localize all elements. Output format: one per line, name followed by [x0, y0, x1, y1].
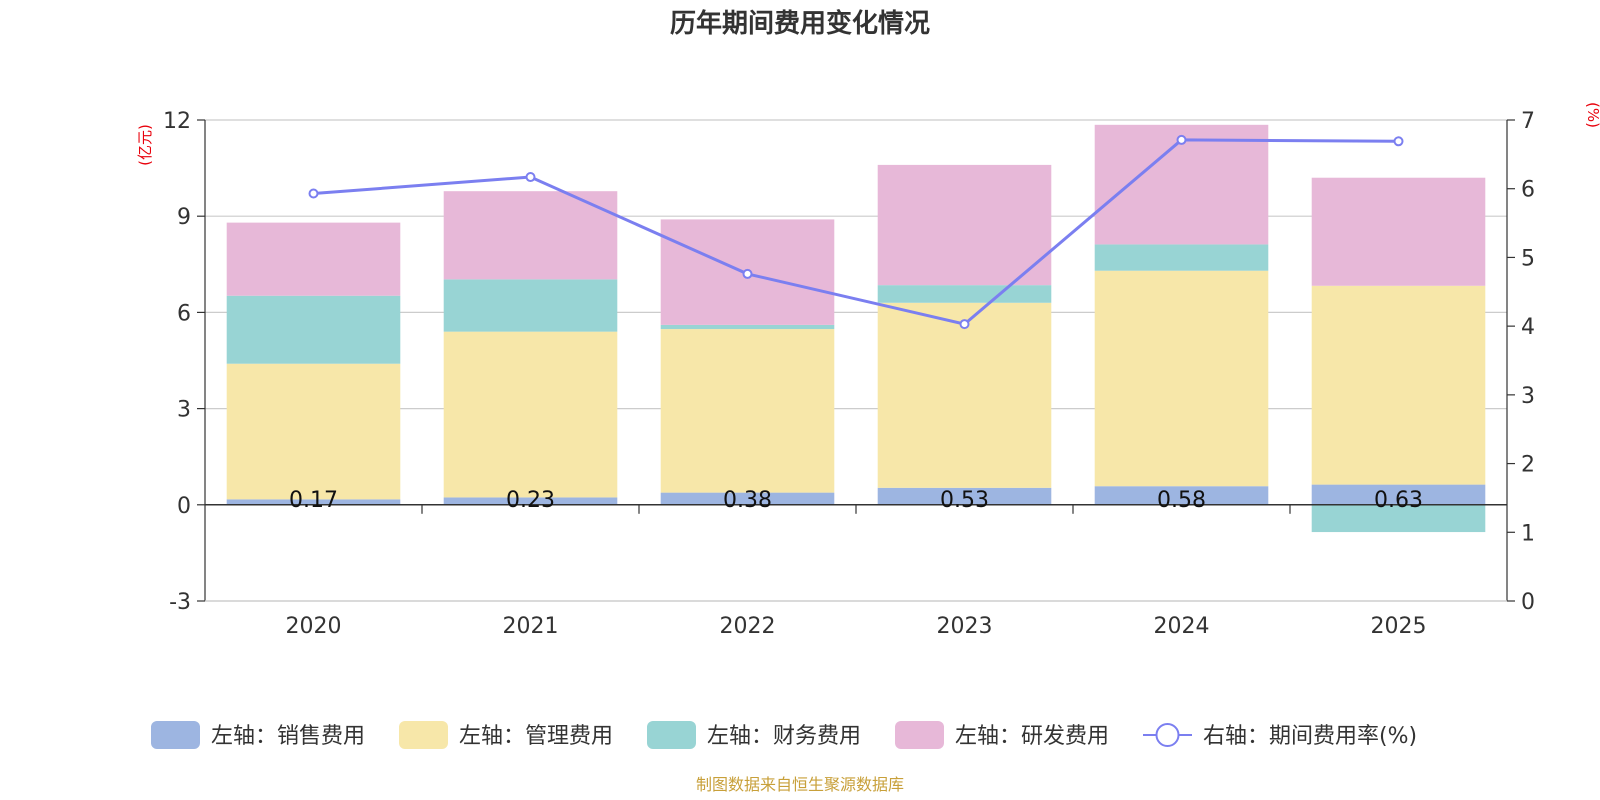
bar-segment: [443, 331, 618, 498]
bar-segment: [660, 324, 835, 330]
bar-segment: [660, 492, 835, 505]
bar-segment: [877, 164, 1052, 286]
right-tick-label: 2: [1521, 453, 1535, 478]
bar-segment: [877, 487, 1052, 505]
category-label: 2025: [1371, 614, 1427, 639]
bar-segment: [443, 279, 618, 332]
bar-segment: [226, 363, 401, 500]
left-tick-label: 12: [163, 109, 191, 134]
category-label: 2020: [286, 614, 342, 639]
rate-point: [308, 188, 319, 199]
legend-label: 左轴：财务费用: [707, 724, 861, 749]
sales-value-label: 0.23: [506, 488, 555, 513]
data-labels: 0.17 0.23 0.38 0.53 0.58 0.63: [289, 488, 1423, 513]
bar-segment: [1311, 484, 1486, 505]
rate-line: [308, 134, 1404, 330]
sales-value-label: 0.38: [723, 488, 772, 513]
bar-segment: [877, 285, 1052, 303]
bar-segment: [1094, 270, 1269, 487]
right-tick-label: 3: [1521, 384, 1535, 409]
right-tick-label: 0: [1521, 590, 1535, 615]
legend: 左轴：销售费用 左轴：管理费用 左轴：财务费用 左轴：研发费用 右轴：期间费用率(%): [151, 721, 1417, 749]
rate-point: [525, 172, 536, 183]
left-tick-label: 0: [177, 494, 191, 519]
sales-value-label: 0.63: [1374, 488, 1423, 513]
legend-swatch: [151, 721, 200, 749]
left-tick-label: 3: [177, 398, 191, 423]
left-tick-label: -3: [169, 590, 191, 615]
legend-label: 左轴：销售费用: [211, 724, 365, 749]
bar-segment: [1094, 486, 1269, 505]
bar-segment: [877, 302, 1052, 488]
right-tick-label: 1: [1521, 521, 1535, 546]
sales-value-label: 0.58: [1157, 488, 1206, 513]
bar-segment: [1094, 244, 1269, 271]
bar-segment: [226, 222, 401, 296]
bar-segment: [226, 499, 401, 505]
right-tick-label: 4: [1521, 315, 1535, 340]
category-label: 2024: [1154, 614, 1210, 639]
rate-line-path: [313, 138, 1399, 326]
bar-segment: [443, 191, 618, 280]
chart-title: 历年期间费用变化情况: [670, 8, 930, 39]
legend-swatch: [895, 721, 944, 749]
rate-point: [959, 319, 970, 330]
right-tick-label: 7: [1521, 109, 1535, 134]
right-tick-label: 5: [1521, 246, 1535, 271]
category-label: 2023: [937, 614, 993, 639]
legend-swatch: [647, 721, 696, 749]
legend-label: 右轴：期间费用率(%): [1203, 724, 1417, 749]
rate-point: [1393, 136, 1404, 147]
rate-point: [1176, 134, 1187, 145]
left-axis-unit: (亿元): [136, 124, 154, 166]
left-tick-label: 9: [177, 205, 191, 230]
bar-segment: [443, 497, 618, 505]
left-tick-label: 6: [177, 301, 191, 326]
bars: [226, 124, 1486, 533]
bar-segment: [660, 329, 835, 493]
bar-segment: [1311, 285, 1486, 485]
bar-segment: [226, 295, 401, 364]
category-label: 2021: [503, 614, 559, 639]
legend-swatch: [399, 721, 448, 749]
legend-line-marker: [1155, 723, 1180, 747]
legend-label: 左轴：管理费用: [459, 724, 613, 749]
bar-segment: [1311, 177, 1486, 286]
legend-label: 左轴：研发费用: [955, 724, 1109, 749]
category-label: 2022: [720, 614, 776, 639]
sales-value-label: 0.53: [940, 488, 989, 513]
source-note: 制图数据来自恒生聚源数据库: [696, 775, 904, 794]
rate-point: [742, 268, 753, 279]
right-axis-unit: (%): [1584, 102, 1600, 128]
right-tick-label: 6: [1521, 178, 1535, 203]
sales-value-label: 0.17: [289, 488, 338, 513]
bar-segment: [1311, 504, 1486, 533]
